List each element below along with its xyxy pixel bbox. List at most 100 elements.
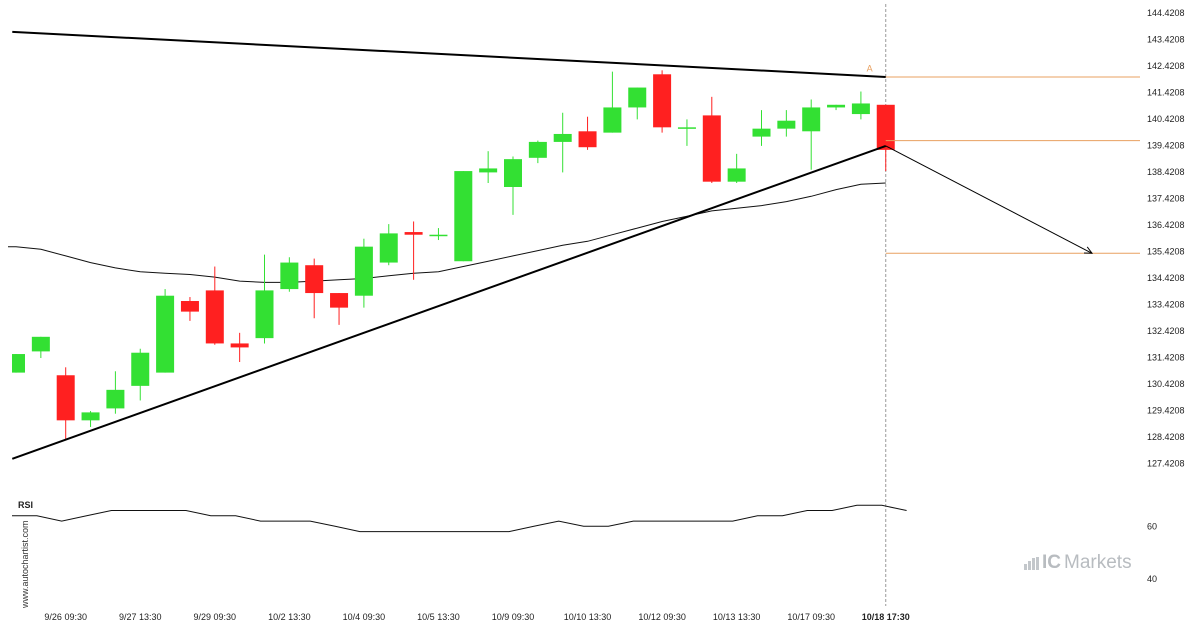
y-tick-label: 136.4208 (1147, 220, 1185, 230)
x-tick-label: 10/4 09:30 (343, 612, 386, 622)
y-tick-label: 128.4208 (1147, 432, 1185, 442)
candle (504, 156, 522, 215)
candle-body (404, 232, 423, 235)
candle (354, 238, 373, 308)
candle (305, 258, 324, 319)
candle (454, 171, 473, 262)
candle (851, 91, 870, 120)
candle (553, 112, 572, 173)
watermark-text: www.autochartist.com (20, 520, 30, 608)
candle (379, 224, 398, 266)
candle (81, 411, 100, 427)
candle (230, 332, 249, 362)
candle (702, 96, 721, 184)
candle (31, 336, 50, 359)
candle-body (802, 107, 821, 132)
candle-body (653, 74, 672, 128)
logo-prefix: IC (1042, 552, 1061, 573)
pattern-overlay-layer: A (11, 30, 1140, 460)
candle (603, 71, 622, 133)
candle-body (528, 141, 547, 158)
candle (653, 70, 672, 133)
candle-body (578, 131, 597, 148)
moving-average-line (8, 182, 886, 283)
candle-body (827, 104, 846, 108)
candle-body (354, 246, 373, 296)
candle (12, 354, 25, 373)
candle (205, 266, 224, 345)
y-tick-label: 133.4208 (1147, 299, 1185, 309)
candle-body (454, 171, 473, 262)
candle (777, 110, 796, 137)
candle-body (56, 375, 75, 421)
candles-layer (12, 70, 895, 441)
candle-body (752, 128, 771, 137)
candle (180, 297, 199, 321)
x-tick-label: 10/10 13:30 (564, 612, 612, 622)
candle-body (777, 120, 796, 129)
x-tick-label: 10/18 17:30 (862, 612, 910, 622)
logo-suffix: Markets (1064, 552, 1132, 573)
candle (752, 110, 771, 146)
y-tick-label: 137.4208 (1147, 193, 1185, 203)
y-tick-label: 129.4208 (1147, 406, 1185, 416)
candle (56, 367, 75, 441)
rsi-title: RSI (18, 500, 33, 510)
candle-body (106, 389, 125, 409)
y-tick-label: 143.4208 (1147, 34, 1185, 44)
bars-icon (1024, 556, 1039, 570)
projection-arrow-line (885, 145, 1093, 254)
candle (727, 153, 746, 184)
rsi-line (12, 504, 907, 533)
candle-body (81, 412, 100, 421)
y-tick-label: 132.4208 (1147, 326, 1185, 336)
candle-body (603, 107, 622, 133)
y-tick-label: 127.4208 (1147, 459, 1185, 469)
candle (827, 104, 846, 111)
x-tick-label: 10/13 13:30 (713, 612, 761, 622)
y-tick-label: 138.4208 (1147, 167, 1185, 177)
x-tick-label: 10/9 09:30 (492, 612, 535, 622)
x-tick-label: 10/2 13:30 (268, 612, 311, 622)
candle (280, 257, 299, 292)
moving-average-layer (8, 182, 886, 283)
y-tick-label: 141.4208 (1147, 87, 1185, 97)
candle-body (727, 168, 746, 182)
x-tick-label: 9/26 09:30 (44, 612, 87, 622)
candle-body (12, 354, 25, 373)
candle-body (205, 290, 224, 344)
y-tick-label: 135.4208 (1147, 246, 1185, 256)
axis-layer: 144.4208 143.4208 142.4208 141.4208 140.4208… (44, 4, 1185, 622)
x-tick-label: 9/29 09:30 (194, 612, 237, 622)
candle (578, 116, 597, 150)
candle-body (131, 352, 150, 386)
candle (528, 140, 547, 164)
resistance-trendline (12, 30, 886, 78)
y-tick-label: 142.4208 (1147, 61, 1185, 71)
candle-body (479, 168, 498, 173)
candle-body (429, 234, 448, 237)
candle-body (255, 290, 274, 339)
y-tick-label: 144.4208 (1147, 8, 1185, 18)
rsi-panel: RSI 60 40 (12, 500, 1157, 584)
y-tick-label: 130.4208 (1147, 379, 1185, 389)
candle-body (305, 265, 324, 294)
broker-logo: IC Markets (1024, 552, 1132, 574)
candle-body (156, 295, 175, 373)
candle-body (330, 293, 349, 308)
candle (255, 254, 274, 344)
candle (479, 151, 498, 184)
arrow-head-icon (1083, 246, 1094, 254)
y-tick-label: 131.4208 (1147, 352, 1185, 362)
x-tick-label: 10/5 13:30 (417, 612, 460, 622)
candle-body (876, 104, 895, 150)
candle-body (553, 133, 572, 142)
candle-body (31, 336, 50, 352)
candle (106, 371, 125, 414)
candle-body (504, 159, 522, 187)
candle-body (702, 115, 721, 182)
candle-body (628, 87, 647, 108)
candle (677, 119, 696, 146)
